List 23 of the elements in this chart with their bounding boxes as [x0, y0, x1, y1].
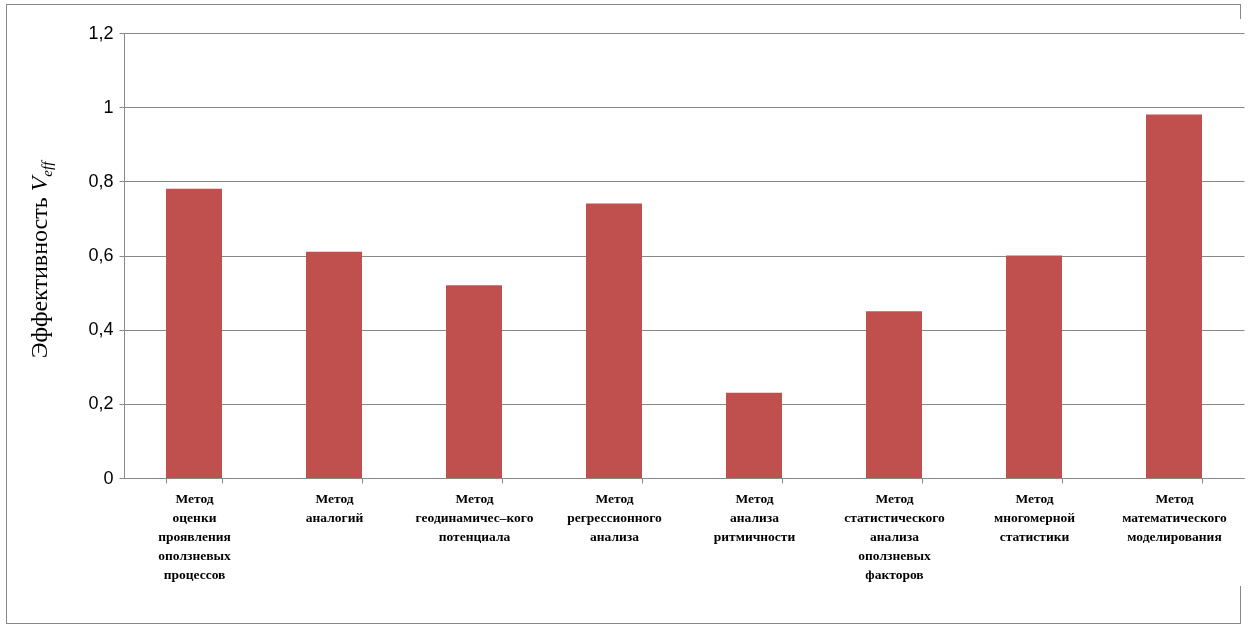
x-tick-label: Метод анализа ритмичности	[713, 490, 796, 544]
bar	[866, 311, 922, 478]
y-tick-label: 1,2	[88, 22, 114, 43]
bar	[1146, 114, 1202, 478]
x-tick-label: Метод оценки проявления оползневых процессов	[158, 490, 231, 582]
bar	[446, 285, 502, 478]
bar	[1006, 255, 1062, 478]
bar	[166, 188, 222, 478]
y-tick-label: 0	[103, 467, 114, 488]
y-tick-label: 1	[103, 96, 114, 117]
bar	[306, 251, 362, 478]
x-tick-label: Метод регрессионного анализа	[567, 490, 663, 544]
bar	[726, 392, 782, 478]
y-tick-label: 0,2	[88, 393, 114, 414]
bar	[586, 203, 642, 478]
y-tick-label: 0,4	[88, 319, 114, 340]
x-tick-label: Метод многомерной статистики	[993, 490, 1076, 544]
x-tick-label: Метод математического моделирования	[1122, 490, 1228, 544]
x-tick-label: Метод аналогий	[305, 490, 364, 525]
y-tick-label: 0,8	[88, 170, 114, 191]
x-tick-label: Метод статистического анализа оползневых факторов	[844, 490, 946, 582]
y-tick-label: 0,6	[88, 245, 114, 265]
x-tick-label: Метод геодинамичес–кого потенциала	[415, 490, 534, 544]
